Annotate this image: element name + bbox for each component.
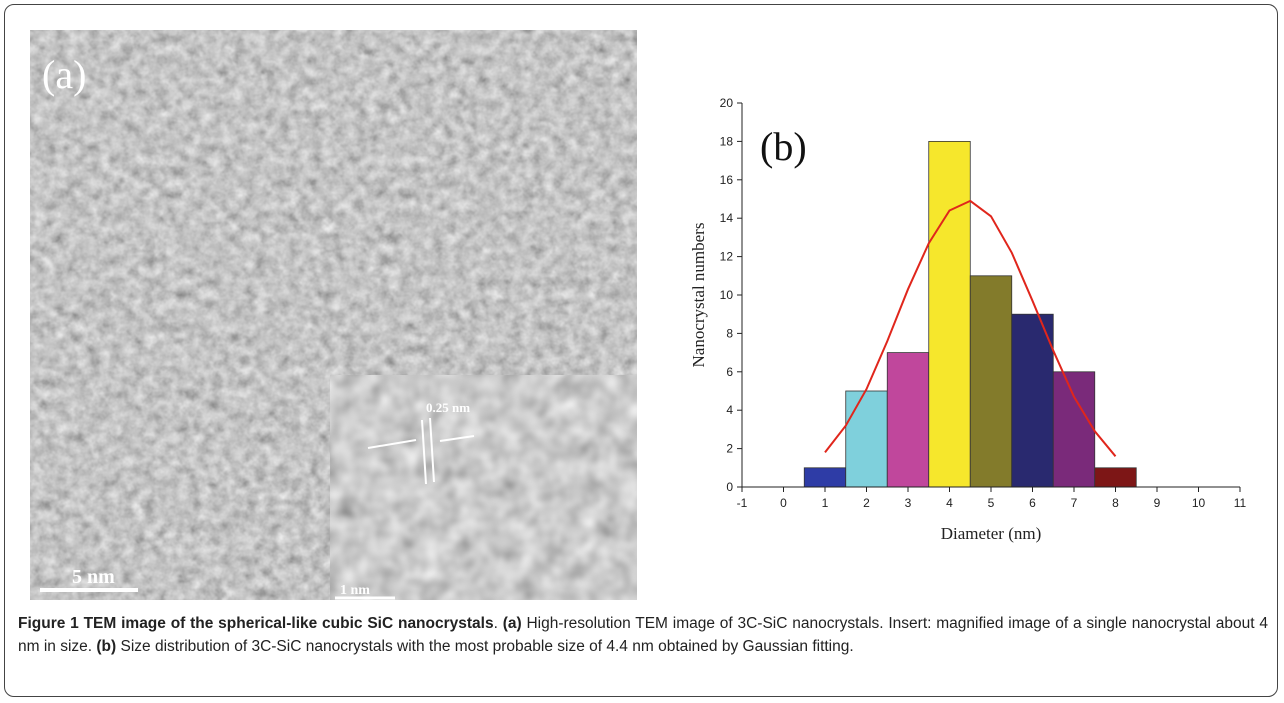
x-tick-label: 7 <box>1071 496 1078 510</box>
y-tick-label: 8 <box>726 326 733 340</box>
bar <box>1094 467 1137 488</box>
y-tick-label: 10 <box>720 288 734 302</box>
x-tick-label: 8 <box>1112 496 1119 510</box>
y-tick-label: 2 <box>726 442 733 456</box>
figure-frame <box>4 4 1278 697</box>
x-tick-label: 6 <box>1029 496 1036 510</box>
fit-curve <box>824 199 1117 457</box>
y-tick-label: 4 <box>726 403 733 417</box>
x-axis-label: Diameter (nm) <box>941 524 1042 543</box>
panel-label: (b) <box>760 124 807 169</box>
y-tick-label: 16 <box>720 173 734 187</box>
caption-bold: Figure 1 TEM image of the spherical-like… <box>18 615 494 632</box>
bar <box>1052 371 1096 488</box>
caption-bold: (a) <box>502 615 522 632</box>
panel-label: (a) <box>42 52 86 97</box>
tem-inset <box>330 375 637 600</box>
caption-text: Size distribution of 3C-SiC nanocrystals… <box>116 638 854 655</box>
x-tick-label: 10 <box>1192 496 1206 510</box>
inset-scale-label: 1 nm <box>340 583 370 598</box>
scale-bar-label: 5 nm <box>72 566 115 588</box>
caption-text: . <box>493 615 503 632</box>
y-tick-label: 18 <box>720 134 734 148</box>
y-tick-label: 14 <box>720 211 734 225</box>
y-tick-label: 20 <box>720 96 734 110</box>
bar <box>886 352 930 488</box>
figure: (a) 0.25 nm 5 nm 1 nm 02468101214161820-… <box>30 30 1247 600</box>
arrow <box>439 435 475 442</box>
x-tick-label: 4 <box>946 496 953 510</box>
arrow <box>367 439 417 449</box>
bar <box>1011 313 1054 488</box>
x-tick-label: 11 <box>1234 496 1247 510</box>
bar <box>969 275 1013 488</box>
x-tick-label: -1 <box>737 496 748 510</box>
bar <box>845 390 888 488</box>
bar <box>803 467 847 488</box>
caption-text: High-resolution TEM image of 3C-SiC nano… <box>18 615 1268 655</box>
lattice-label: 0.25 nm <box>426 400 470 415</box>
x-tick-label: 5 <box>988 496 995 510</box>
caption-bold: (b) <box>96 638 117 655</box>
x-tick-label: 3 <box>905 496 912 510</box>
y-tick-label: 6 <box>726 365 733 379</box>
lattice-line <box>421 419 427 485</box>
x-tick-label: 1 <box>822 496 829 510</box>
y-axis-label: Nanocrystal numbers <box>689 223 708 368</box>
y-tick-label: 0 <box>726 480 733 494</box>
caption: Figure 1 TEM image of the spherical-like… <box>18 612 1268 658</box>
y-tick-label: 12 <box>720 250 734 264</box>
lattice-line <box>429 417 435 483</box>
x-tick-label: 0 <box>780 496 787 510</box>
x-tick-label: 9 <box>1154 496 1161 510</box>
x-tick-label: 2 <box>863 496 870 510</box>
bar <box>928 140 971 488</box>
